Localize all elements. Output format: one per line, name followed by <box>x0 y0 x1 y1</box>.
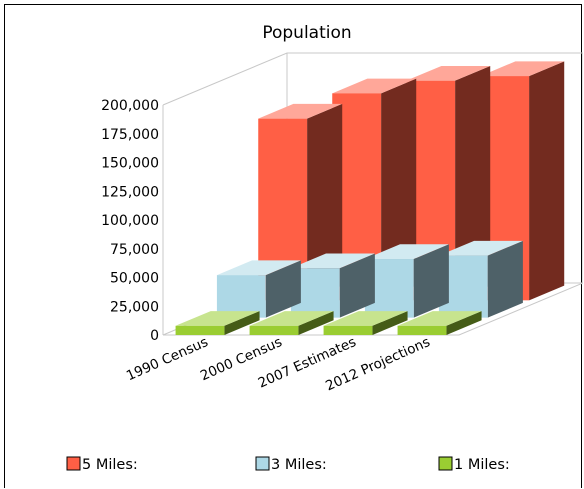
bar-front <box>323 325 373 335</box>
y-tick-label: 0 <box>150 328 159 344</box>
legend-label: 3 Miles: <box>271 457 327 473</box>
bar <box>290 253 375 318</box>
legend-swatch <box>66 456 81 471</box>
bar-top <box>216 260 301 276</box>
bar-top <box>438 240 523 256</box>
legend-label: 5 Miles: <box>82 457 138 473</box>
bar <box>216 260 301 318</box>
bar-top <box>480 61 565 77</box>
chart-title: Population <box>262 23 351 43</box>
bar-side <box>487 240 523 318</box>
bar-side <box>446 311 482 335</box>
bar-side <box>265 260 301 318</box>
y-tick-label: 75,000 <box>110 242 159 258</box>
bar-top <box>175 311 260 326</box>
legend: 5 Miles: 3 Miles: 1 Miles: <box>66 456 510 473</box>
y-tick-label: 125,000 <box>101 184 159 200</box>
bar-front <box>397 325 447 335</box>
bar-side <box>307 103 343 301</box>
y-tick-label: 50,000 <box>110 271 159 287</box>
bar-front <box>175 325 225 335</box>
bar-side <box>224 311 260 335</box>
bar-top <box>258 103 343 119</box>
bar <box>249 311 334 335</box>
bar-top <box>249 311 334 326</box>
bar-top <box>397 311 482 326</box>
bar-top <box>323 311 408 326</box>
bar <box>438 240 523 318</box>
legend-item: 3 Miles: <box>255 456 327 473</box>
bar-side <box>529 61 565 301</box>
bar <box>397 311 482 335</box>
y-tick-label: 150,000 <box>101 156 159 172</box>
bar-front <box>216 275 266 318</box>
y-tick-label: 100,000 <box>101 213 159 229</box>
bar-side <box>339 253 375 318</box>
bar-front <box>249 325 299 335</box>
legend-item: 1 Miles: <box>438 456 510 473</box>
bar-side <box>298 311 334 335</box>
population-chart: Population 0 25,000 50,000 75,000 100,000 125… <box>66 23 583 473</box>
legend-label: 1 Miles: <box>454 457 510 473</box>
bar-top <box>332 78 417 94</box>
y-axis: 0 25,000 50,000 75,000 100,000 125,000 150,000… <box>101 98 159 344</box>
legend-item: 5 Miles: <box>66 456 138 473</box>
legend-swatch <box>255 456 270 471</box>
bar-top <box>290 253 375 269</box>
x-tick-label: 1990 Census <box>124 334 211 384</box>
bar-side <box>413 244 449 318</box>
bar-top <box>406 65 491 81</box>
bar-top <box>364 244 449 260</box>
chart-frame: Population 0 25,000 50,000 75,000 100,000 125… <box>4 4 583 488</box>
bar <box>175 311 260 335</box>
bar <box>364 244 449 318</box>
bar-side <box>372 311 408 335</box>
bars <box>175 61 565 335</box>
y-tick-label: 175,000 <box>101 127 159 143</box>
y-tick-label: 200,000 <box>101 98 159 114</box>
bar <box>323 311 408 335</box>
y-tick-label: 25,000 <box>110 299 159 315</box>
legend-swatch <box>438 456 453 471</box>
